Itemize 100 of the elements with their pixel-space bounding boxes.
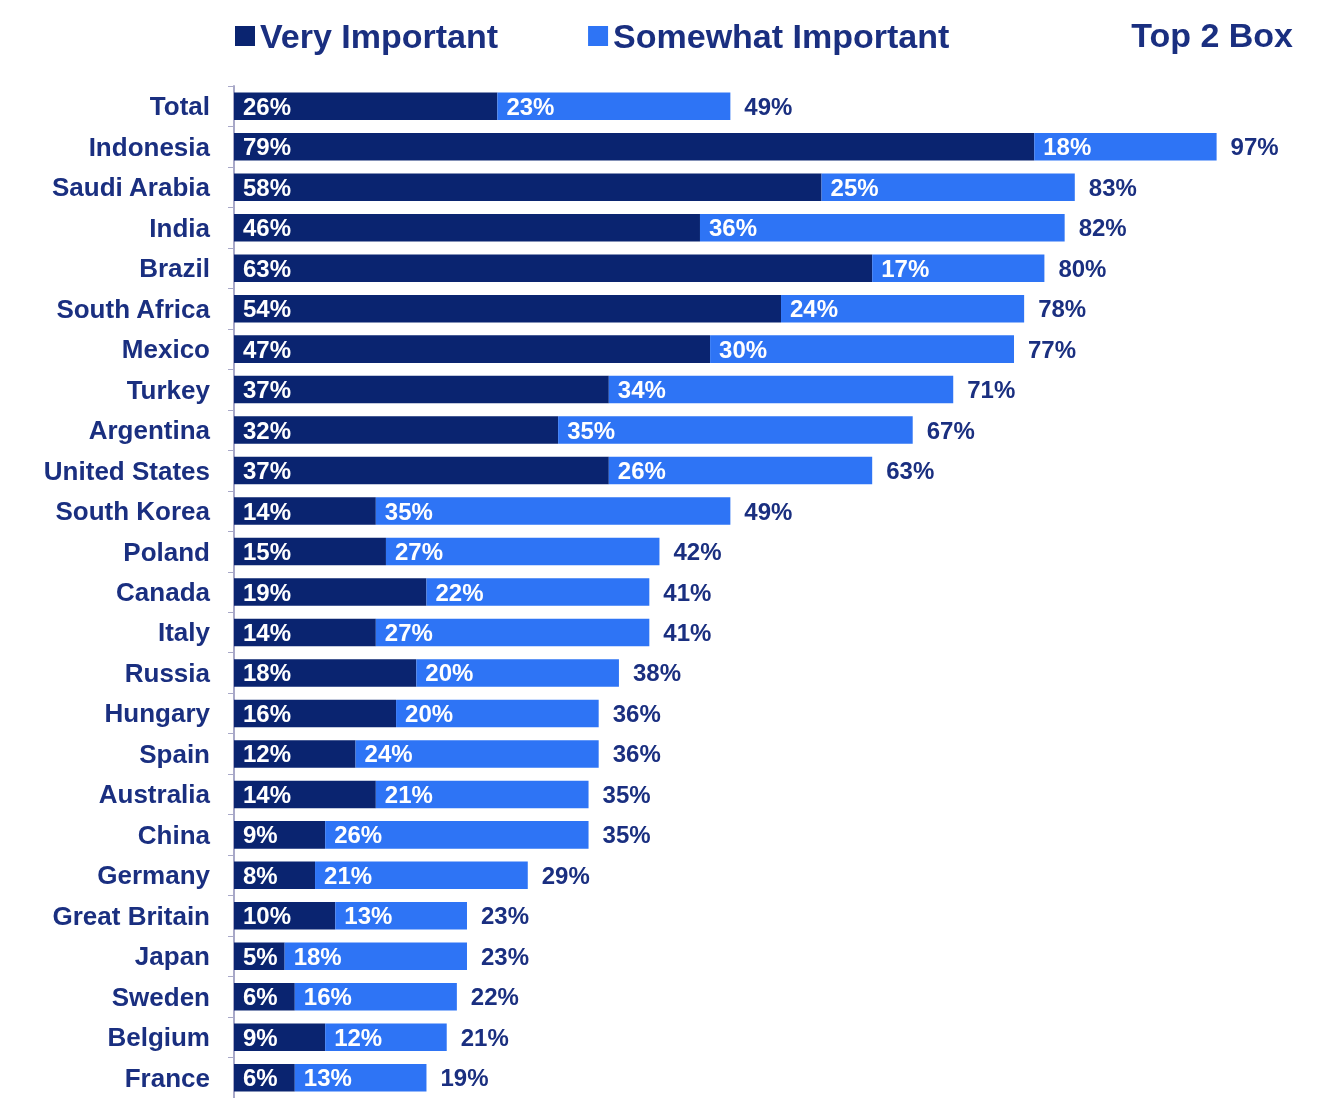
y-tick-label: Russia bbox=[124, 657, 211, 688]
data-label: 35% bbox=[567, 416, 616, 444]
bar bbox=[234, 375, 609, 404]
y-tick-label: Poland bbox=[123, 536, 210, 567]
total-label: 36% bbox=[612, 740, 661, 768]
data-label: 23% bbox=[506, 92, 555, 120]
total-label: 71% bbox=[967, 376, 1016, 404]
total-label: 36% bbox=[612, 699, 661, 727]
y-tick-label: Spain bbox=[139, 738, 210, 769]
total-label: 49% bbox=[744, 92, 793, 120]
total-label: 21% bbox=[460, 1023, 509, 1051]
data-label: 36% bbox=[708, 214, 758, 242]
data-label: 18% bbox=[1043, 133, 1092, 161]
y-tick-label: China bbox=[137, 819, 211, 850]
bar bbox=[355, 740, 599, 768]
bar bbox=[234, 173, 822, 201]
data-label: 25% bbox=[830, 173, 879, 201]
bar bbox=[416, 659, 619, 687]
bar bbox=[385, 537, 660, 566]
bar bbox=[234, 213, 700, 242]
y-tick-label: Mexico bbox=[121, 334, 210, 365]
bar bbox=[234, 132, 1035, 161]
data-label: 58% bbox=[243, 173, 292, 201]
bar bbox=[699, 213, 1065, 242]
bar bbox=[558, 416, 913, 444]
y-tick-label: Canada bbox=[116, 577, 211, 607]
y-tick-label: South Korea bbox=[55, 496, 211, 527]
data-label: 9% bbox=[243, 821, 278, 849]
total-label: 83% bbox=[1088, 173, 1137, 201]
total-label: 22% bbox=[470, 983, 519, 1011]
data-label: 26% bbox=[334, 821, 383, 849]
y-tick-label: Australia bbox=[98, 779, 211, 810]
bar bbox=[375, 618, 650, 647]
bar bbox=[234, 497, 376, 525]
data-label: 34% bbox=[617, 376, 666, 404]
y-tick-label: South Africa bbox=[56, 293, 211, 324]
total-label: 78% bbox=[1038, 295, 1087, 323]
bar bbox=[234, 456, 609, 485]
data-label: 27% bbox=[394, 538, 443, 566]
data-label: 20% bbox=[425, 659, 474, 687]
y-tick-label: Turkey bbox=[126, 374, 211, 405]
data-label: 12% bbox=[334, 1023, 383, 1051]
bar bbox=[426, 578, 650, 606]
data-label: 13% bbox=[303, 1064, 352, 1092]
data-label: 14% bbox=[243, 618, 292, 646]
bar bbox=[234, 294, 782, 323]
data-label: 5% bbox=[243, 942, 278, 970]
data-label: 37% bbox=[243, 457, 292, 485]
data-label: 21% bbox=[384, 780, 433, 808]
data-label: 35% bbox=[384, 497, 433, 525]
total-label: 77% bbox=[1028, 335, 1077, 363]
data-label: 37% bbox=[243, 376, 292, 404]
data-label: 24% bbox=[790, 295, 839, 323]
data-label: 26% bbox=[617, 457, 666, 485]
total-label: 82% bbox=[1078, 214, 1127, 242]
total-label: 41% bbox=[663, 618, 712, 646]
y-tick-label: Argentina bbox=[88, 415, 211, 446]
total-label: 41% bbox=[663, 578, 712, 606]
data-label: 22% bbox=[435, 578, 484, 606]
data-label: 79% bbox=[243, 133, 292, 161]
data-label: 17% bbox=[881, 254, 930, 282]
y-tick-label: Sweden bbox=[111, 981, 210, 1012]
data-label: 27% bbox=[384, 618, 433, 646]
data-label: 8% bbox=[243, 861, 278, 889]
bar bbox=[234, 659, 417, 687]
data-label: 21% bbox=[324, 861, 373, 889]
y-tick-label: Saudi Arabia bbox=[52, 172, 211, 203]
bar bbox=[375, 497, 731, 525]
total-label: 42% bbox=[673, 538, 722, 566]
total-label: 23% bbox=[480, 902, 530, 930]
y-tick-label: Great Britain bbox=[52, 900, 210, 931]
total-label: 67% bbox=[926, 416, 975, 444]
data-label: 20% bbox=[405, 699, 454, 727]
y-tick-label: Total bbox=[149, 91, 210, 122]
data-label: 6% bbox=[243, 1064, 278, 1092]
data-label: 16% bbox=[303, 983, 352, 1011]
bar bbox=[234, 254, 873, 282]
data-label: 32% bbox=[243, 416, 292, 444]
total-label: 63% bbox=[886, 457, 935, 485]
data-label: 6% bbox=[243, 983, 278, 1011]
bar bbox=[375, 780, 589, 809]
data-label: 47% bbox=[243, 335, 292, 363]
bar bbox=[294, 983, 457, 1011]
data-label: 14% bbox=[243, 780, 292, 808]
bar bbox=[608, 456, 873, 485]
bar bbox=[821, 173, 1075, 201]
total-label: 35% bbox=[602, 821, 651, 849]
data-label: 18% bbox=[293, 942, 342, 970]
bar bbox=[325, 821, 589, 849]
data-label: 9% bbox=[243, 1023, 278, 1051]
y-tick-label: Belgium bbox=[107, 1022, 210, 1053]
y-tick-label: Hungary bbox=[104, 698, 211, 729]
data-label: 24% bbox=[364, 740, 413, 768]
data-label: 14% bbox=[243, 497, 292, 525]
data-label: 54% bbox=[243, 295, 292, 323]
data-label: 10% bbox=[243, 902, 292, 930]
y-tick-label: Germany bbox=[97, 860, 211, 891]
bar bbox=[781, 294, 1025, 323]
bar bbox=[497, 92, 731, 120]
bar bbox=[234, 92, 498, 120]
